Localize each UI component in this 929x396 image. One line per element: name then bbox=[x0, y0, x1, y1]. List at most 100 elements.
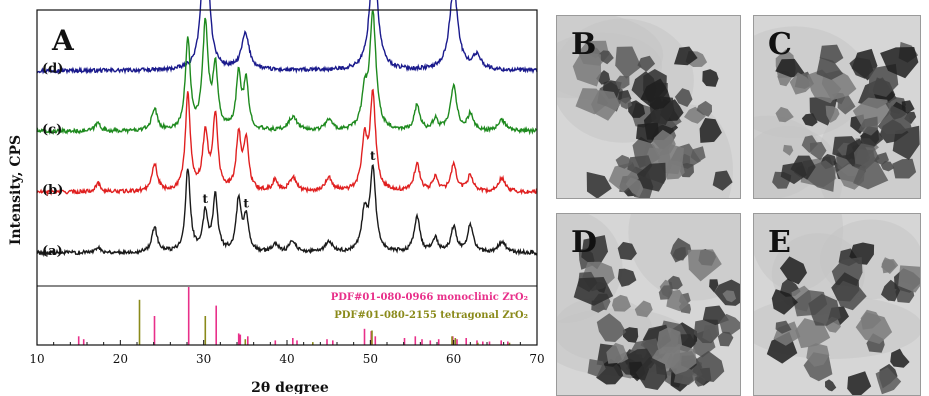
x-tick-label: 20 bbox=[113, 352, 128, 366]
nanoparticle bbox=[890, 348, 910, 368]
nanoparticle bbox=[801, 135, 818, 153]
tem-micrograph-c bbox=[754, 16, 920, 198]
nanoparticle bbox=[625, 177, 644, 198]
nanoparticle bbox=[775, 58, 805, 78]
plot-area: (d) (c) (b) (a) t t t bbox=[36, 0, 538, 259]
nanoparticle bbox=[615, 46, 642, 79]
reference-label-monoclinic: PDF#01-080-0966 monoclinic ZrO₂ bbox=[331, 292, 528, 303]
nanoparticle bbox=[858, 116, 878, 136]
series-label: (a) bbox=[42, 244, 63, 259]
nanoparticle bbox=[875, 367, 902, 395]
tem-image-c: C bbox=[753, 15, 921, 199]
nanoparticle bbox=[722, 290, 737, 303]
nanoparticle bbox=[702, 325, 718, 343]
nanoparticle bbox=[880, 47, 919, 79]
nanoparticle bbox=[687, 249, 722, 282]
panel-label-d: D bbox=[571, 225, 598, 260]
nanoparticle bbox=[825, 379, 837, 392]
nanoparticle bbox=[901, 100, 915, 114]
nanoparticle bbox=[597, 50, 614, 65]
nanoparticle bbox=[694, 375, 706, 387]
nanoparticle bbox=[637, 55, 656, 72]
nanoparticle bbox=[581, 235, 608, 270]
nanoparticle bbox=[775, 106, 794, 123]
nanoparticle bbox=[892, 158, 917, 179]
nanoparticle bbox=[591, 90, 620, 121]
nanoparticle bbox=[622, 327, 639, 343]
nanoparticle bbox=[692, 350, 725, 382]
panel-label-c: C bbox=[768, 27, 792, 62]
reference-label-tetragonal: PDF#01-080-2155 tetragonal ZrO₂ bbox=[334, 310, 528, 321]
nanoparticle bbox=[809, 141, 827, 161]
nanoparticle bbox=[651, 129, 676, 157]
nanoparticle bbox=[898, 265, 920, 293]
tem-image-e: E bbox=[753, 213, 921, 396]
panel-label-b: B bbox=[571, 27, 597, 62]
phase-marker-t: t bbox=[243, 197, 249, 211]
series-label: (c) bbox=[42, 122, 62, 137]
tem-micrograph-e bbox=[754, 214, 920, 395]
nanoparticle bbox=[782, 144, 794, 156]
nanoparticle bbox=[880, 160, 895, 172]
nanoparticle bbox=[635, 356, 668, 390]
nanoparticle bbox=[853, 156, 889, 190]
xrd-curve bbox=[36, 163, 538, 258]
x-tick-label: 60 bbox=[446, 352, 461, 366]
nanoparticle bbox=[615, 154, 633, 169]
nanoparticle bbox=[816, 57, 844, 80]
nanoparticle bbox=[636, 122, 659, 144]
nanoparticle bbox=[874, 152, 889, 165]
nanoparticle bbox=[634, 300, 653, 318]
tem-micrograph-b bbox=[557, 16, 740, 198]
nanoparticle bbox=[640, 78, 671, 110]
axes: 10 20 30 40 50 60 70 bbox=[29, 9, 545, 366]
nanoparticle bbox=[790, 155, 816, 180]
xrd-chart: A Intensity, CPS 2θ degree (d) (c) (b) (a) t… bbox=[8, 0, 545, 394]
nanoparticle bbox=[572, 51, 602, 87]
nanoparticle bbox=[847, 371, 872, 395]
x-tick-label: 30 bbox=[196, 352, 211, 366]
nanoparticle bbox=[808, 293, 841, 326]
y-axis-label: Intensity, CPS bbox=[8, 135, 24, 245]
nanoparticle bbox=[837, 95, 856, 115]
series-label: (b) bbox=[42, 183, 63, 198]
nanoparticle bbox=[674, 88, 693, 107]
nanoparticle bbox=[612, 294, 631, 312]
nanoparticle bbox=[849, 57, 874, 79]
nanoparticle bbox=[877, 105, 912, 135]
carbon-film bbox=[754, 214, 844, 292]
tem-image-d: D bbox=[556, 213, 741, 396]
nanoparticle bbox=[779, 256, 807, 285]
nanoparticle bbox=[771, 289, 798, 315]
tem-micrograph-d bbox=[557, 214, 740, 395]
phase-marker-t: t bbox=[370, 149, 376, 163]
nanoparticle bbox=[807, 69, 842, 104]
nanoparticle bbox=[596, 313, 627, 342]
nanoparticle bbox=[696, 100, 712, 117]
nanoparticle bbox=[775, 320, 792, 334]
tem-image-b: B bbox=[556, 15, 741, 199]
nanoparticle bbox=[852, 97, 890, 128]
nanoparticle bbox=[617, 241, 637, 261]
x-axis-label: 2θ degree bbox=[251, 380, 329, 394]
x-tick-label: 10 bbox=[29, 352, 44, 366]
nanoparticle bbox=[586, 171, 612, 198]
nanoparticle bbox=[825, 105, 840, 123]
nanoparticle bbox=[618, 97, 633, 110]
nanoparticle bbox=[709, 279, 719, 293]
phase-marker-t: t bbox=[203, 192, 209, 206]
nanoparticle bbox=[712, 170, 733, 191]
nanoparticle bbox=[717, 331, 734, 347]
nanoparticle bbox=[666, 159, 685, 180]
nanoparticle bbox=[702, 69, 719, 87]
nanoparticle bbox=[617, 268, 637, 287]
nanoparticle bbox=[658, 285, 672, 300]
nanoparticle bbox=[674, 46, 698, 66]
x-tick-label: 50 bbox=[363, 352, 378, 366]
nanoparticle bbox=[615, 75, 630, 90]
nanoparticle bbox=[666, 289, 689, 312]
nanoparticle bbox=[596, 70, 611, 85]
series-label: (d) bbox=[42, 62, 63, 77]
x-tick-label: 70 bbox=[529, 352, 544, 366]
xrd-curve bbox=[36, 0, 538, 75]
